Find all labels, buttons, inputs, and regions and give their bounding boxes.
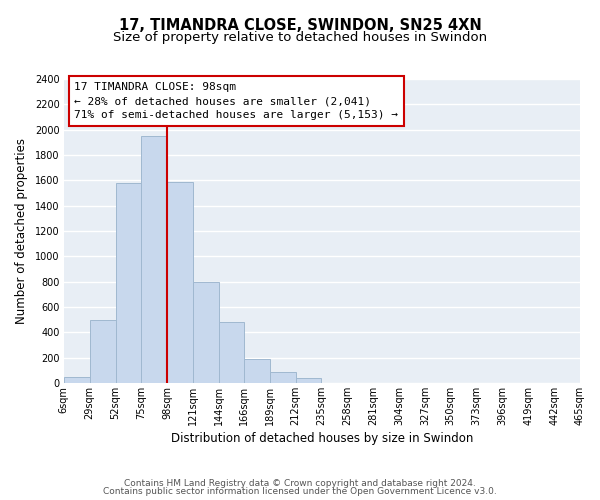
X-axis label: Distribution of detached houses by size in Swindon: Distribution of detached houses by size … [171, 432, 473, 445]
Bar [64, 376, 90, 383]
Bar [167, 182, 193, 383]
Bar [193, 282, 219, 383]
Text: Contains HM Land Registry data © Crown copyright and database right 2024.: Contains HM Land Registry data © Crown c… [124, 478, 476, 488]
Text: 17 TIMANDRA CLOSE: 98sqm
← 28% of detached houses are smaller (2,041)
71% of sem: 17 TIMANDRA CLOSE: 98sqm ← 28% of detach… [74, 82, 398, 120]
Bar [244, 360, 269, 383]
Bar [116, 183, 142, 383]
Text: Contains public sector information licensed under the Open Government Licence v3: Contains public sector information licen… [103, 487, 497, 496]
Bar [90, 320, 116, 383]
Bar [219, 322, 244, 383]
Bar [269, 372, 296, 383]
Bar [296, 378, 322, 383]
Y-axis label: Number of detached properties: Number of detached properties [15, 138, 28, 324]
Text: 17, TIMANDRA CLOSE, SWINDON, SN25 4XN: 17, TIMANDRA CLOSE, SWINDON, SN25 4XN [119, 18, 481, 32]
Text: Size of property relative to detached houses in Swindon: Size of property relative to detached ho… [113, 31, 487, 44]
Bar [142, 136, 167, 383]
